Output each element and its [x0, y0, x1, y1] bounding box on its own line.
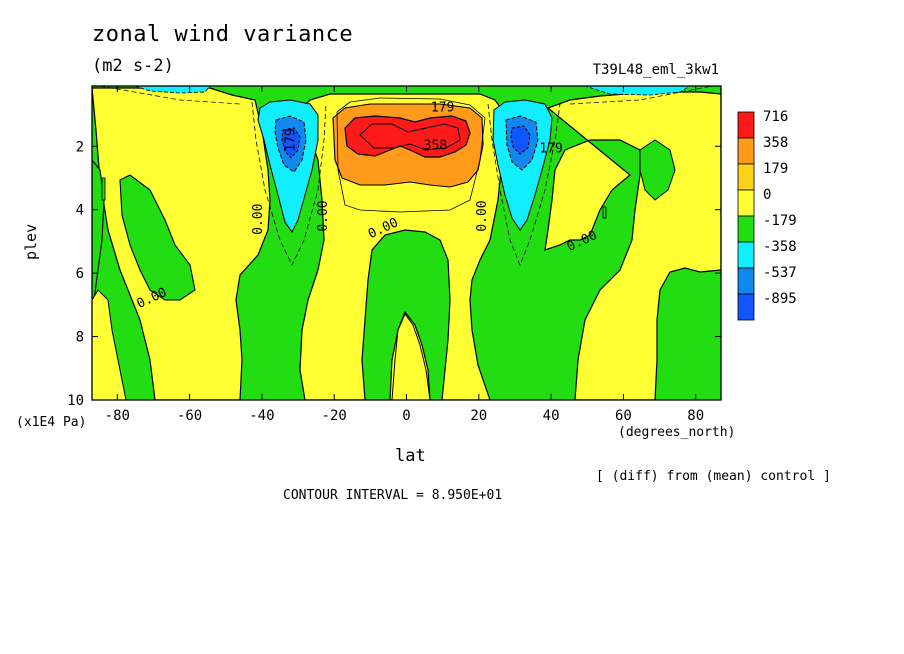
- colorbar-label: 0: [763, 187, 771, 203]
- positive-pocket-south: [92, 289, 127, 400]
- colorbar-swatch: [737, 189, 755, 217]
- colorbar-swatch: [737, 111, 755, 139]
- positive-tongue-center: [391, 313, 431, 400]
- negative-fleck-north: [602, 206, 607, 219]
- y-axis-units: (x1E4 Pa): [16, 415, 87, 430]
- negative-fleck-south: [101, 177, 106, 201]
- negative-lobe-north-core: [510, 125, 531, 155]
- y-tick-label: 8: [76, 330, 84, 346]
- positive-region-red: [344, 115, 471, 158]
- colorbar-swatch: [737, 293, 755, 321]
- negative-sliver-top-south: [134, 86, 211, 94]
- x-tick-label: -20: [322, 408, 347, 424]
- y-tick-label: 6: [76, 266, 84, 282]
- contour-dashed-north: [487, 103, 561, 267]
- negative-lobe-south-core: [281, 127, 301, 159]
- colorbar-label: -537: [763, 265, 797, 281]
- x-tick-label: 0: [402, 408, 410, 424]
- contour-label: 0.00: [475, 200, 490, 231]
- y-tick-label: 2: [76, 139, 84, 155]
- contour-label: 179: [283, 128, 298, 151]
- positive-region-east: [544, 91, 721, 400]
- colorbar-label: 179: [763, 161, 788, 177]
- x-tick-label: -80: [105, 408, 130, 424]
- x-tick-label: 80: [687, 408, 704, 424]
- colorbar-label: -895: [763, 291, 797, 307]
- negative-sliver-top-north: [584, 86, 691, 96]
- x-axis-units: (degrees_north): [618, 425, 736, 440]
- colorbar-swatch: [737, 163, 755, 191]
- chart-units: (m2 s-2): [92, 56, 174, 76]
- contour-interval: CONTOUR INTERVAL = 8.950E+01: [283, 488, 503, 503]
- x-axis-label: lat: [395, 446, 426, 466]
- contour-label: 179: [431, 100, 454, 115]
- diff-note: [ (diff) from (mean) control ]: [596, 469, 831, 484]
- contour-label: 0.00: [316, 200, 331, 231]
- colorbar-label: -179: [763, 213, 797, 229]
- x-tick-label: 20: [470, 408, 487, 424]
- contour-fill-layer: [92, 86, 721, 400]
- colorbar-swatch: [737, 241, 755, 269]
- negative-region-center-lower: [361, 229, 451, 400]
- colorbar-label: -358: [763, 239, 797, 255]
- negative-strip-southwest-inner: [119, 174, 196, 301]
- x-tick-label: 60: [615, 408, 632, 424]
- negative-strip-east: [639, 139, 676, 201]
- contour-label: 358: [424, 138, 447, 153]
- x-tick-label: 40: [543, 408, 560, 424]
- colorbar-label: 358: [763, 135, 788, 151]
- y-axis-ticks: 2 4 6 8 10: [67, 139, 721, 409]
- y-tick-label: 10: [67, 393, 84, 409]
- colorbar-swatch: [737, 267, 755, 295]
- contour-label: 179: [539, 142, 562, 157]
- x-tick-label: -60: [177, 408, 202, 424]
- contour-label: 0.00: [251, 204, 266, 235]
- colorbar-label: 716: [763, 109, 788, 125]
- contour-179-outer: [336, 97, 486, 213]
- x-axis-ticks: -80 -60 -40 -20 0 20 40 60 80: [105, 86, 704, 424]
- colorbar: 716 358 179 0 -179 -358 -537 -895: [737, 109, 797, 321]
- x-tick-label: -40: [249, 408, 274, 424]
- colorbar-swatch: [737, 137, 755, 165]
- contour-dashed-top: [99, 86, 713, 105]
- y-tick-label: 4: [76, 203, 84, 219]
- contour-dashed-south: [251, 101, 327, 266]
- run-label: T39L48_eml_3kw1: [592, 62, 719, 78]
- contour-red-inner: [359, 123, 461, 151]
- colorbar-swatch: [737, 215, 755, 243]
- chart-title: zonal wind variance: [92, 22, 354, 47]
